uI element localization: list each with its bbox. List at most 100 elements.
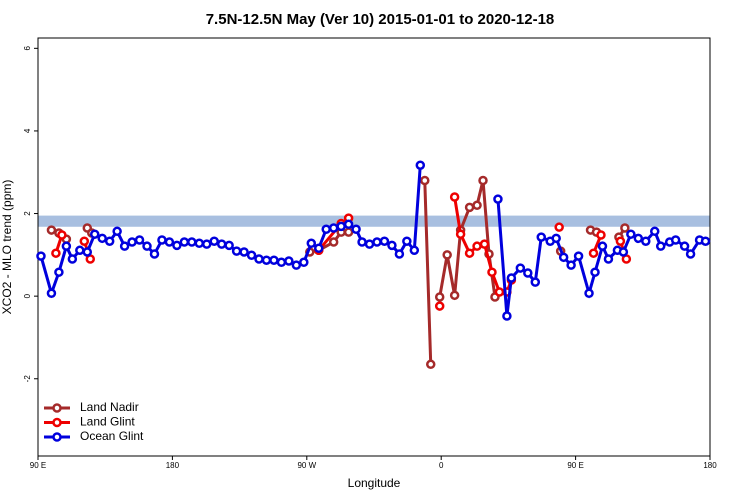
y-tick-label: 0 [23,293,32,298]
point [134,235,145,245]
point [523,268,533,278]
point [679,241,690,251]
point [655,241,666,251]
point [402,236,412,246]
point [351,224,361,234]
reference-band [38,215,710,227]
point [372,237,382,247]
x-tick-label: 90 E [30,461,46,470]
point [194,238,205,249]
point [620,223,630,233]
point [464,202,475,213]
point [179,237,190,247]
point [112,226,122,237]
point [472,200,482,211]
legend-marker [52,403,62,413]
point [79,236,90,246]
plot-frame [37,37,711,457]
point [596,230,606,240]
point [201,239,212,249]
point [584,288,594,299]
point [566,260,576,270]
point [89,229,100,239]
point [254,254,264,264]
point [649,226,660,237]
point [343,219,354,230]
point [104,236,115,246]
point [284,256,294,266]
point [588,248,599,258]
point [590,267,600,277]
point [420,175,430,186]
y-axis-label: XCO2 - MLO trend (ppm) [0,180,14,315]
point [506,273,517,283]
point [442,250,452,260]
point [231,246,242,256]
point [364,239,375,249]
point [127,237,137,247]
legend-marker [52,417,62,428]
y-tick-label: 6 [23,46,32,51]
point [357,237,367,247]
point [61,241,72,251]
point [321,224,331,234]
point [626,229,636,239]
point [670,235,681,245]
point [54,267,64,277]
point [387,240,397,251]
point [75,245,85,256]
point [641,236,651,246]
point [494,287,505,297]
point [472,241,482,251]
point [425,359,436,370]
point [434,292,445,302]
point [157,235,167,245]
x-tick-label: 0 [439,461,444,470]
legend-marker [52,432,62,442]
point [618,247,629,257]
point [187,237,197,247]
point [276,257,287,268]
point [224,240,234,251]
point [336,221,346,232]
point [57,230,67,240]
point [515,263,526,273]
point [328,237,339,247]
point [36,251,46,261]
point [478,175,488,186]
point [291,260,302,270]
point [164,237,175,247]
point [239,247,249,257]
point [46,225,57,235]
point [615,236,626,246]
point [149,249,160,259]
series-line [50,180,627,365]
point [313,243,324,253]
point [536,232,547,242]
y-tick-label: 2 [23,211,32,216]
point [502,311,512,321]
point [633,233,644,244]
point [530,277,541,287]
point [551,233,561,244]
point [67,254,78,264]
point [379,236,390,246]
point [306,238,317,249]
point [172,240,182,251]
point [685,249,696,259]
legend-label: Land Glint [80,415,135,429]
point [261,255,272,265]
point [449,290,460,301]
point [328,223,339,233]
point [269,255,279,265]
y-tick-label: -2 [23,375,32,383]
point [449,192,460,202]
point [51,248,61,258]
point [82,247,93,257]
point [394,249,405,259]
point [142,241,152,251]
point [554,222,564,232]
point [603,254,614,264]
point [464,248,475,258]
